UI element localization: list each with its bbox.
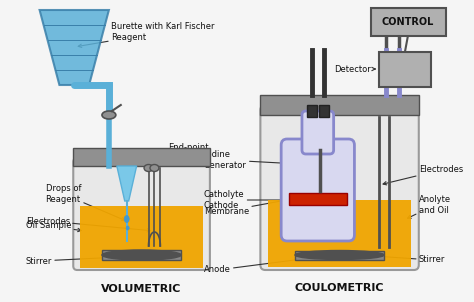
Bar	[307, 105, 317, 117]
Text: Oil Sample: Oil Sample	[26, 221, 81, 232]
Text: COULOMETRIC: COULOMETRIC	[295, 283, 384, 293]
Bar	[379, 52, 431, 87]
Text: Catholyte
Cathode: Catholyte Cathode	[204, 190, 314, 210]
Bar	[295, 251, 384, 260]
Ellipse shape	[144, 165, 153, 172]
FancyBboxPatch shape	[260, 105, 419, 270]
FancyBboxPatch shape	[281, 139, 355, 241]
Text: Burette with Karl Fischer
Reagent: Burette with Karl Fischer Reagent	[78, 22, 214, 47]
Text: Electrodes: Electrodes	[383, 165, 463, 185]
Bar	[260, 95, 419, 115]
FancyBboxPatch shape	[73, 158, 210, 270]
Text: VOLUMETRIC: VOLUMETRIC	[101, 284, 182, 294]
Text: Anode: Anode	[204, 256, 314, 275]
Polygon shape	[117, 166, 137, 201]
FancyBboxPatch shape	[302, 111, 334, 154]
Text: Electrodes: Electrodes	[26, 217, 150, 232]
Bar	[289, 193, 346, 205]
Text: End-point
Detector: End-point Detector	[154, 143, 209, 169]
Ellipse shape	[295, 250, 384, 259]
Text: Membrane: Membrane	[204, 199, 288, 216]
Ellipse shape	[124, 216, 129, 223]
Text: Iodine
Generator: Iodine Generator	[204, 150, 314, 170]
Text: Anolyte
and Oil: Anolyte and Oil	[408, 195, 451, 218]
Ellipse shape	[126, 226, 129, 230]
Bar	[102, 250, 181, 260]
Bar	[80, 206, 203, 268]
Text: Detector: Detector	[335, 65, 375, 73]
Text: Stirrer: Stirrer	[26, 255, 137, 265]
Bar	[319, 105, 328, 117]
Bar	[371, 8, 446, 36]
Ellipse shape	[102, 111, 116, 119]
Bar	[73, 148, 210, 166]
Ellipse shape	[102, 250, 181, 260]
Ellipse shape	[150, 165, 159, 172]
Polygon shape	[40, 10, 109, 85]
Bar	[268, 200, 411, 267]
Text: CONTROL: CONTROL	[382, 17, 434, 27]
Text: Drops of
Reagent: Drops of Reagent	[46, 184, 125, 221]
Text: Stirrer: Stirrer	[364, 254, 445, 265]
